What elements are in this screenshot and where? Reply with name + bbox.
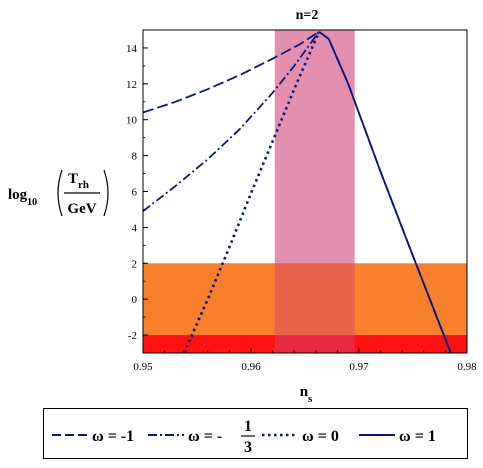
ns-band-overlay — [274, 263, 355, 353]
y-tick-label: 6 — [132, 187, 138, 199]
legend-fraction-denominator: 3 — [244, 439, 252, 456]
ticks-layer: 0.95 0.96 0.97 0.98 -2 0 2 4 6 8 10 12 14 — [126, 29, 477, 373]
legend-fraction-numerator: 1 — [244, 418, 252, 435]
y-label-right-paren — [103, 169, 109, 217]
legend-label-omega-0: ω = 0 — [302, 428, 339, 445]
y-tick-label: -2 — [128, 330, 137, 342]
y-tick-label: 8 — [132, 151, 138, 163]
x-tick-label: 0.97 — [349, 361, 369, 373]
series-layer — [142, 30, 452, 354]
y-tick-label: 12 — [126, 79, 137, 91]
y-label-T: T — [68, 171, 78, 187]
legend-canvas: ω = -1 ω = - 1 3 ω = 0 ω = 1 — [52, 418, 436, 456]
y-label-rh: rh — [78, 179, 89, 191]
series-line-solid — [318, 31, 452, 354]
y-tick-label: 4 — [132, 222, 138, 234]
svg-text:log10: log10 — [8, 187, 37, 208]
y-tick-label: 2 — [132, 258, 138, 270]
chart-title: n=2 — [296, 8, 319, 23]
x-axis-label: ns — [300, 384, 313, 405]
series-line-dashdot — [142, 31, 320, 212]
legend-item-omega-1: ω = 1 — [359, 428, 436, 445]
legend-item-omega-minus-third: ω = - 1 3 — [148, 418, 255, 456]
x-tick-label: 0.98 — [457, 361, 477, 373]
legend: ω = -1 ω = - 1 3 ω = 0 ω = 1 — [43, 408, 468, 459]
bbn-red — [143, 335, 467, 353]
legend-item-omega-minus-1: ω = -1 — [52, 428, 134, 445]
y-axis-label: log10 Trh GeV — [8, 169, 109, 217]
y-label-gev: GeV — [67, 201, 96, 217]
bands-layer — [143, 30, 467, 353]
legend-label-omega-minus-prefix: ω = - — [188, 428, 222, 445]
y-label-log: log — [8, 187, 28, 203]
y-label-left-paren — [57, 169, 63, 217]
svg-text:Trh: Trh — [68, 171, 89, 191]
y-tick-label: 10 — [126, 115, 138, 127]
legend-label-omega-1: ω = 1 — [399, 428, 436, 445]
legend-label-omega-minus-1: ω = -1 — [92, 428, 134, 445]
y-tick-label: 0 — [132, 294, 138, 306]
y-label-log-base: 10 — [27, 197, 37, 208]
x-tick-label: 0.95 — [133, 361, 153, 373]
x-tick-label: 0.96 — [241, 361, 261, 373]
y-tick-label: 14 — [126, 43, 138, 55]
legend-item-omega-0: ω = 0 — [262, 428, 339, 445]
